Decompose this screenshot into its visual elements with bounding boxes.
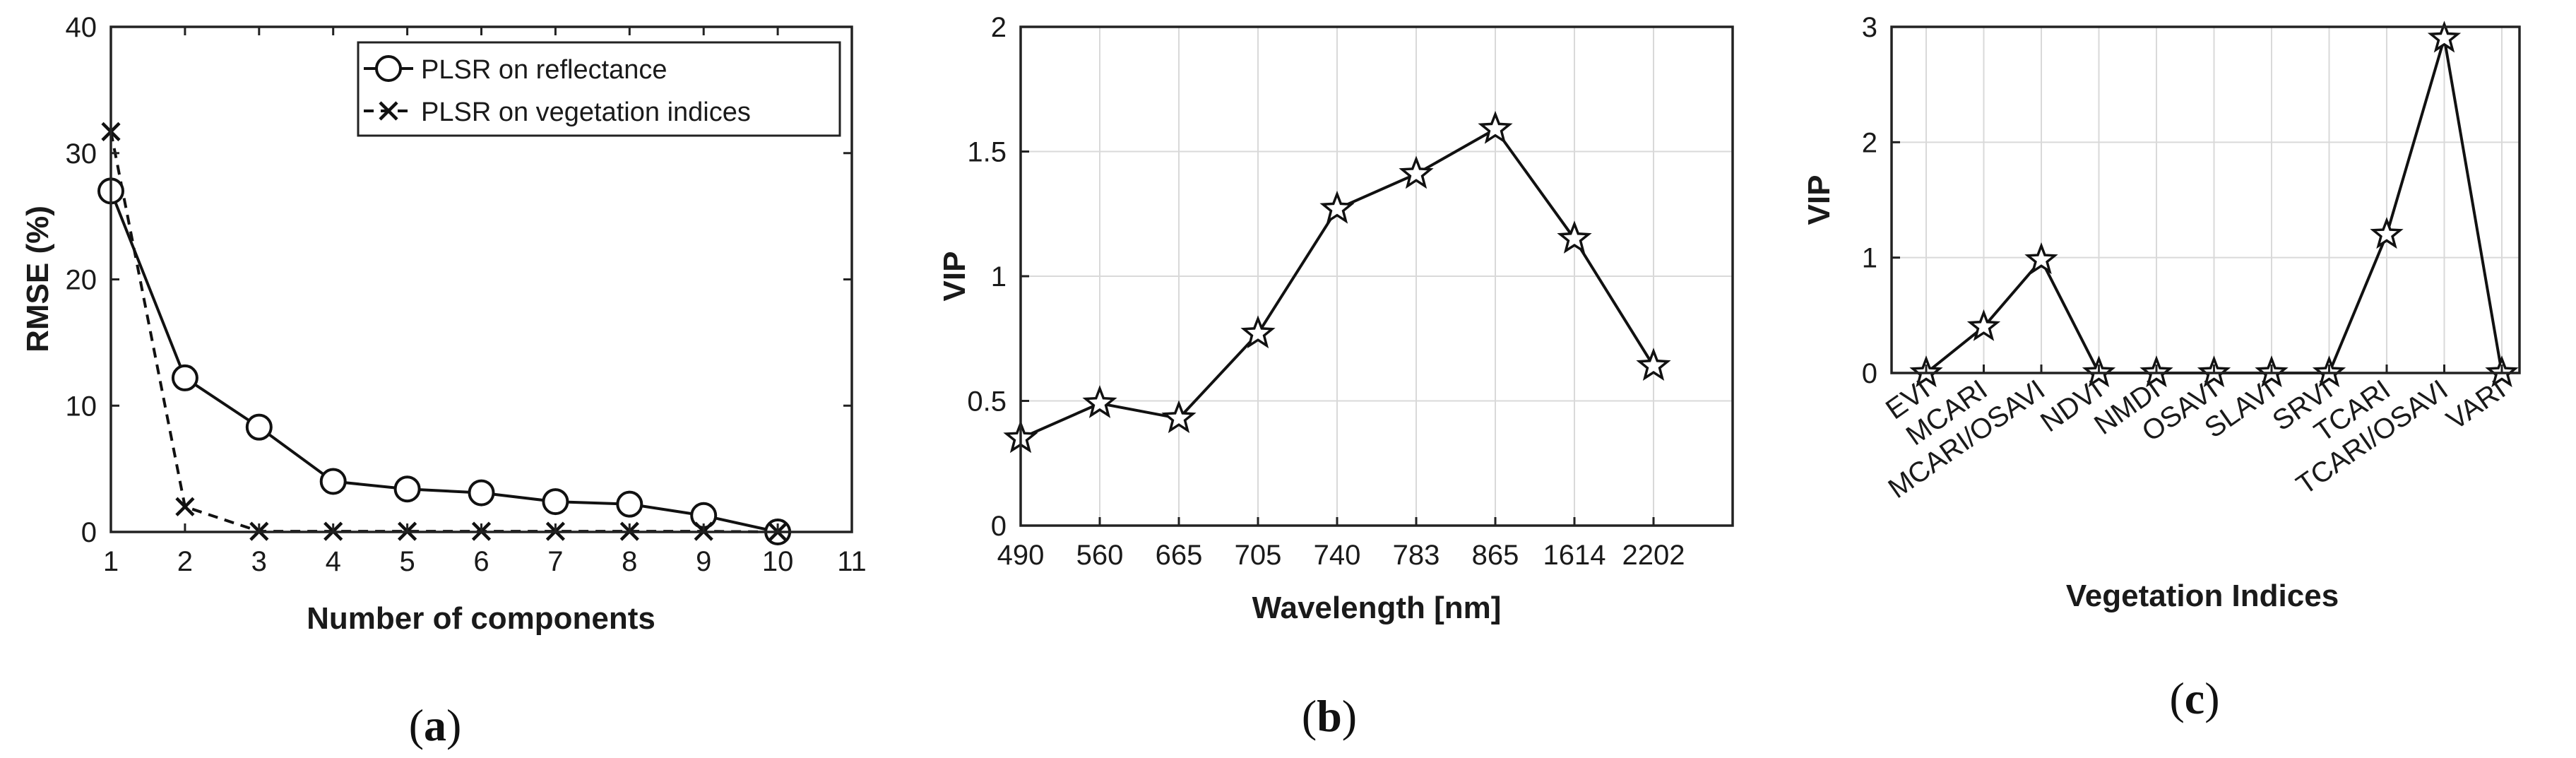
x-tick-label: 740 [1314,540,1361,571]
series-line-vegetation-indices [109,131,778,533]
y-tick-label: 10 [66,391,97,422]
x-tick-label: 4 [326,546,341,577]
panel-c-plot-frame [1890,25,2521,374]
data-point-reflectance [319,468,347,495]
x-tick-label: 11 [837,546,867,577]
data-point-star [1557,220,1592,254]
data-point-reflectance [245,413,273,441]
y-tick-label: 40 [66,12,97,43]
y-tick-label: 0.5 [967,386,1007,418]
y-tick-label: 0 [81,517,97,548]
data-point-reflectance [393,475,421,503]
legend-box [357,41,841,137]
data-point-reflectance [468,479,495,507]
panel-b-x-axis-label: Wavelength [nm] [1252,591,1502,625]
panel-b-y-axis-label: VIP [937,251,972,302]
data-point-reflectance [616,490,643,518]
y-tick-label: 2 [991,12,1007,43]
legend-label-vegetation-indices: PLSR on vegetation indices [421,97,751,127]
x-tick-label: 490 [997,540,1045,571]
x-marker-stroke [175,497,195,516]
data-point-star [1478,110,1513,144]
x-tick-label: 665 [1156,540,1203,571]
data-point-reflectance [542,488,569,516]
data-point-star [1319,190,1355,224]
x-tick-label: VARI [2441,374,2511,436]
legend-marker-x [379,101,398,121]
data-point-star [1082,385,1117,418]
y-tick-label: 3 [1862,12,1877,43]
legend-label-reflectance: PLSR on reflectance [421,55,667,85]
y-tick-label: 30 [66,138,97,170]
data-point-star [2370,217,2404,249]
panel-c-y-axis-label: VIP [1802,175,1836,225]
x-tick-label: 2202 [1622,540,1685,571]
data-point-star [2427,20,2462,53]
panel-a-caption: (a) [409,700,462,750]
x-tick-label: 1614 [1543,540,1606,571]
series-line-reflectance [109,190,778,533]
panel-a-x-axis-label: Number of components [307,601,655,636]
data-point-vegetation-indices [175,497,195,516]
y-tick-label: 0 [1862,358,1877,389]
x-tick-label: 705 [1235,540,1282,571]
data-point-reflectance [171,364,198,391]
x-tick-label: 560 [1076,540,1124,571]
x-tick-label: 6 [473,546,489,577]
x-tick-label: 783 [1393,540,1440,571]
panel-a-legend: PLSR on reflectance PLSR on vegetation i… [357,41,841,137]
data-point-star [1966,309,2001,341]
panel-a-y-axis-label: RMSE (%) [20,206,55,353]
panel-c-caption: (c) [2169,673,2219,723]
data-point-star [1240,315,1276,349]
x-tick-label: 3 [251,546,267,577]
panel-a-chart: 1 2 3 4 5 6 7 8 9 10 11 0 10 20 30 40 Number of compone… [20,12,867,750]
y-tick-label: 20 [66,265,97,296]
y-tick-label: 2 [1862,127,1877,158]
panel-b-caption: (b) [1302,691,1357,741]
panel-c-chart: EVIMCARIMCARI/OSAVINDVINMDIOSAVISLAVISRV… [1802,12,2521,723]
data-point-star [1399,155,1434,189]
x-tick-label: 5 [399,546,415,577]
legend-marker-circle [375,55,402,82]
y-tick-label: 1 [991,261,1007,292]
x-tick-label: 9 [696,546,711,577]
data-point-star [1636,348,1671,381]
panel-b-chart: 490 560 665 705 740 783 865 1614 2202 0 0.5 1 1.5 2 W… [937,12,1734,741]
y-tick-label: 1 [1862,243,1877,274]
panel-c-x-axis-label: Vegetation Indices [2066,579,2339,613]
x-tick-label: 10 [762,546,794,577]
x-tick-label: 2 [177,546,193,577]
data-point-star [2024,242,2058,275]
x-tick-label: 8 [622,546,637,577]
y-tick-label: 0 [991,511,1007,542]
x-tick-label: 1 [103,546,119,577]
x-tick-label: 7 [547,546,563,577]
y-tick-label: 1.5 [967,137,1007,168]
data-point-star [1161,400,1197,434]
x-tick-label: 865 [1472,540,1519,571]
